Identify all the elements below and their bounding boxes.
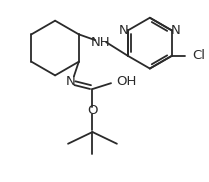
Text: Cl: Cl — [192, 49, 205, 62]
Text: N: N — [171, 24, 181, 37]
Text: N: N — [119, 24, 129, 37]
Text: OH: OH — [116, 75, 136, 88]
Text: NH: NH — [90, 36, 110, 49]
Text: N: N — [66, 75, 76, 88]
Text: O: O — [87, 104, 98, 117]
